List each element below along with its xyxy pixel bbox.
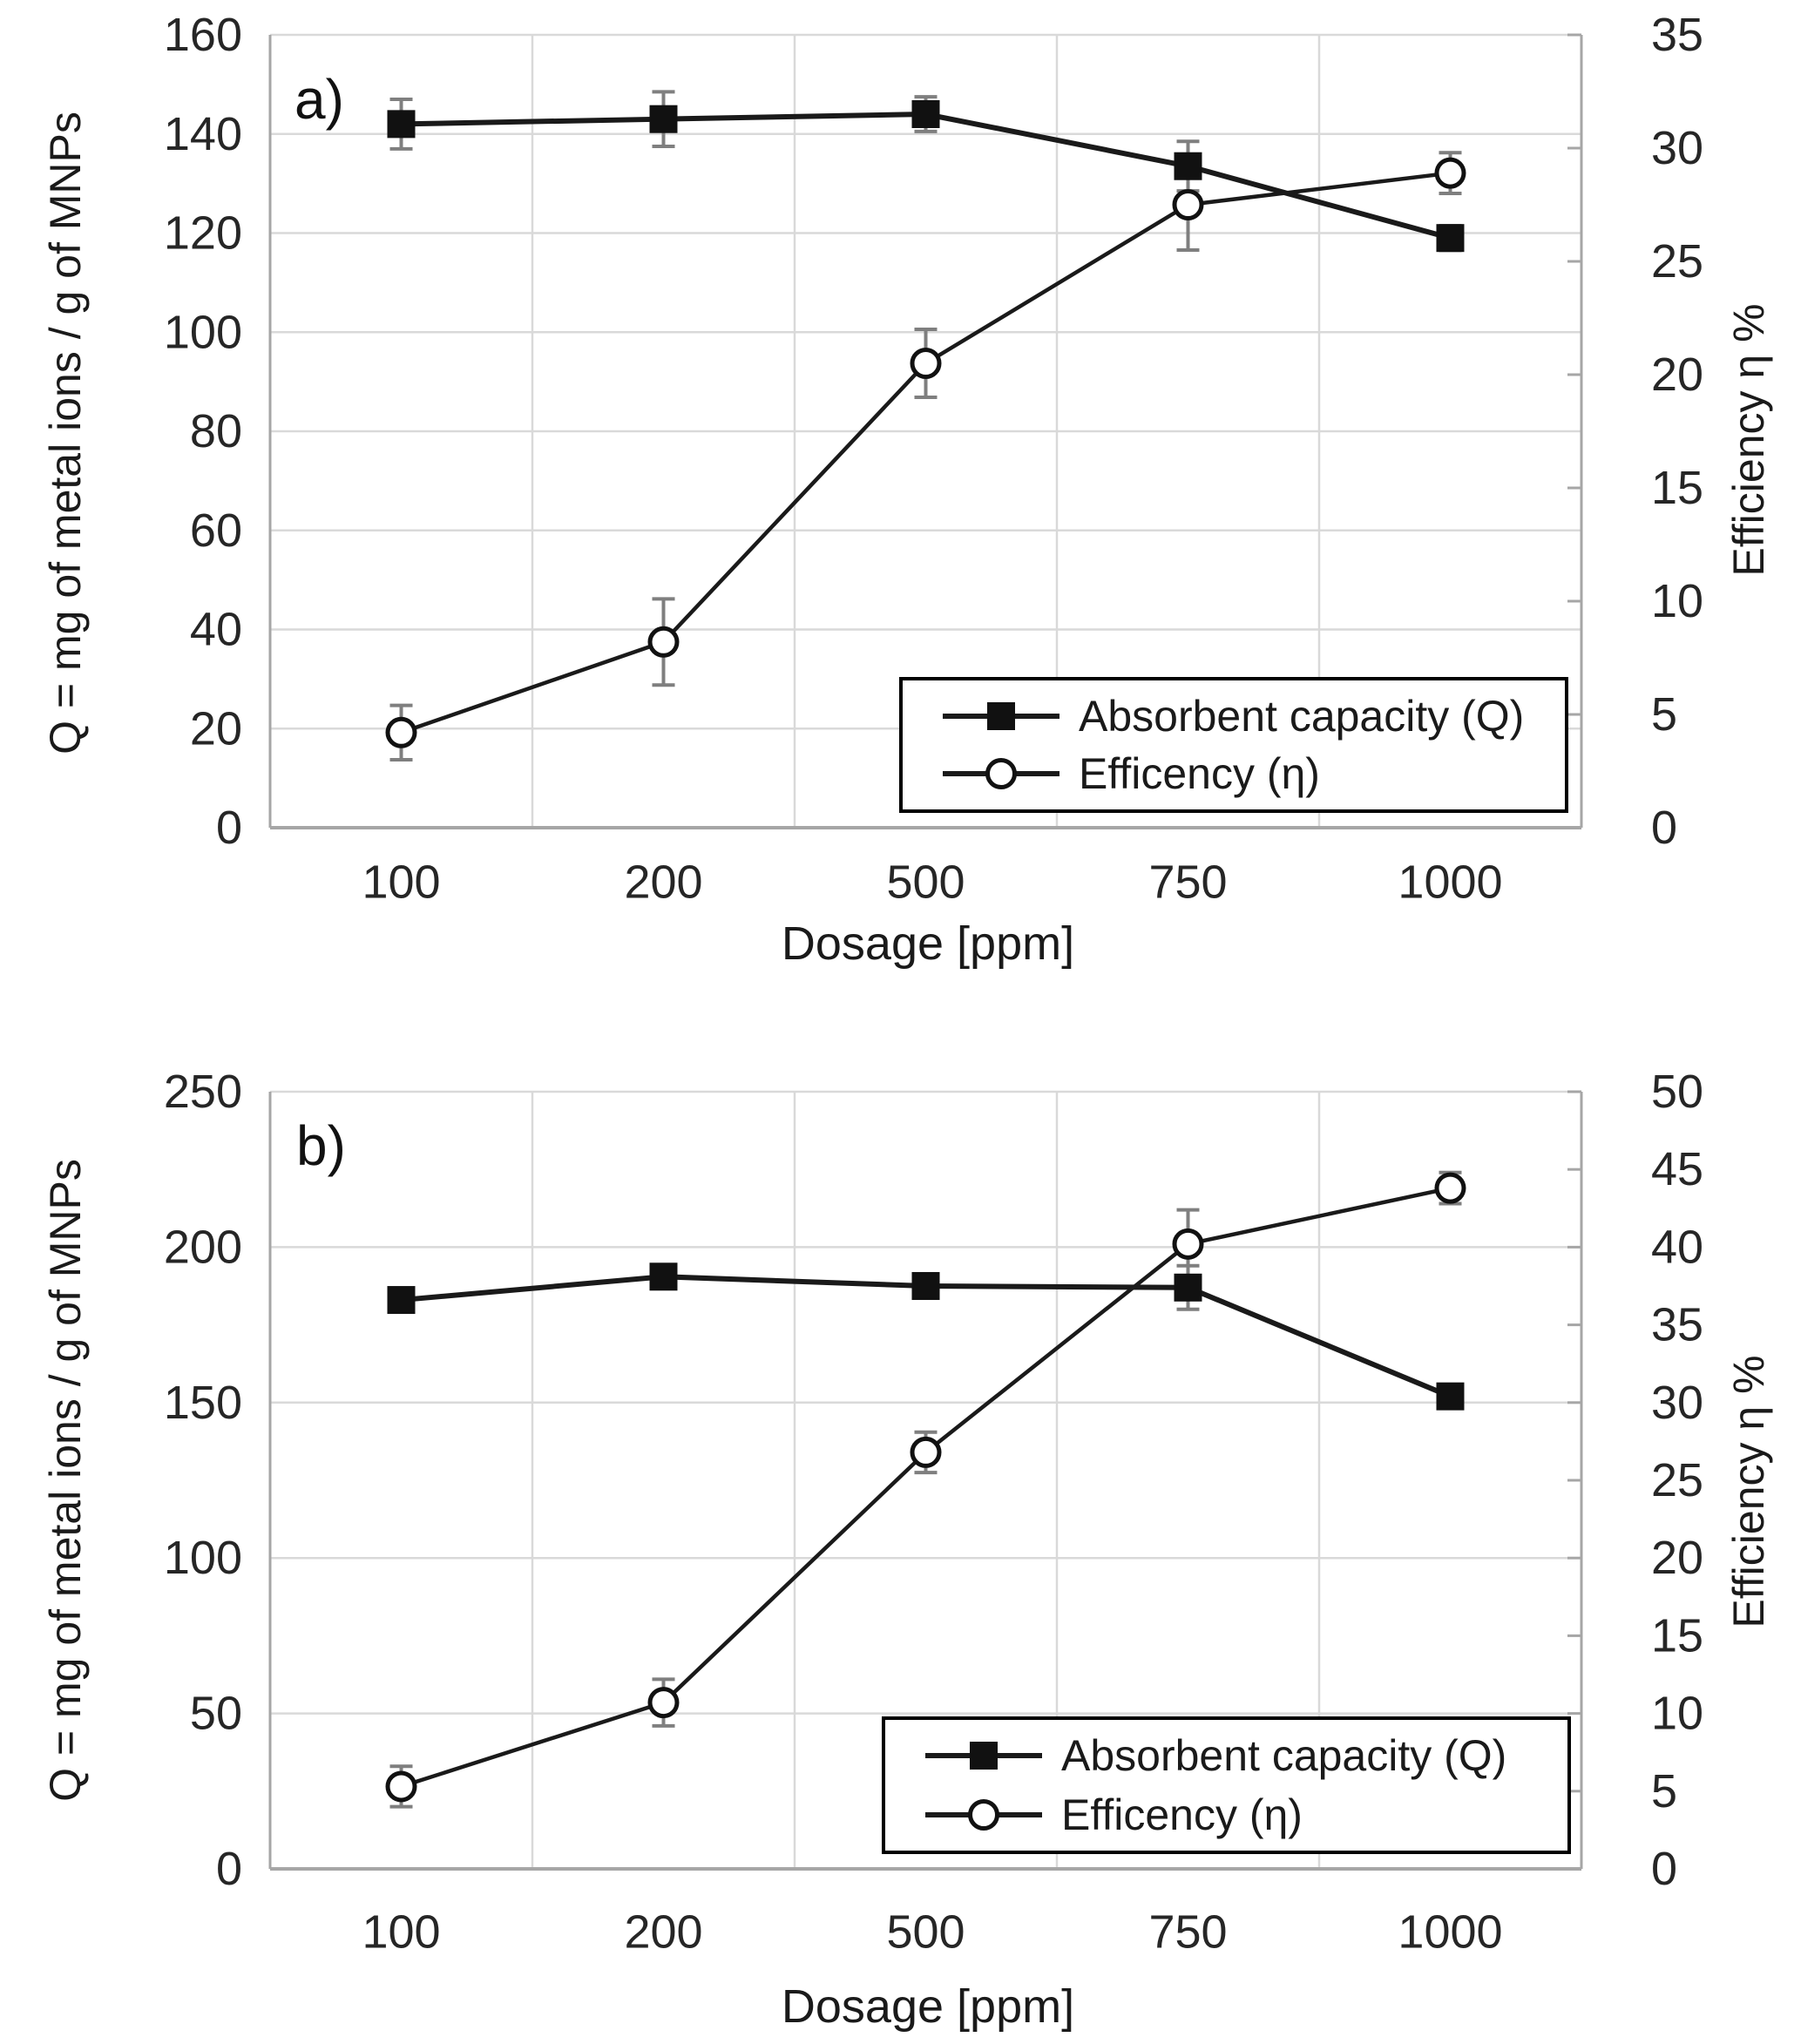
chart-b-left-axis-title: Q = mg of metal ions / g of MNPs [41, 1159, 90, 1802]
x-axis-tick-label: 750 [1148, 1905, 1227, 1958]
legend-label-absorbent-capacity: Absorbent capacity (Q) [1079, 691, 1525, 741]
marker-filled-square [1436, 224, 1465, 253]
marker-open-circle [1434, 157, 1466, 189]
legend-label-efficency: Efficency (η) [1079, 749, 1320, 799]
left-axis-tick-label: 100 [164, 1532, 242, 1584]
left-axis-tick-label: 0 [216, 1843, 242, 1895]
marker-open-circle [1172, 189, 1204, 220]
right-axis-tick-label: 30 [1651, 122, 1703, 174]
x-axis-tick-label: 500 [886, 856, 965, 908]
right-axis-tick-label: 35 [1651, 9, 1703, 61]
legend-marker-square-icon [925, 1742, 1042, 1770]
left-axis-tick-label: 50 [190, 1688, 242, 1740]
right-axis-tick-label: 35 [1651, 1299, 1703, 1351]
x-axis-tick-label: 200 [624, 856, 702, 908]
chart-b-legend-item-efficency: Efficency (η) [918, 1787, 1559, 1843]
marker-filled-square [1174, 1273, 1202, 1302]
legend-marker-circle-icon [925, 1798, 1042, 1831]
marker-filled-square [649, 1262, 678, 1291]
panel-label-b: b) [296, 1114, 346, 1177]
panel-label-a: a) [294, 68, 344, 131]
marker-filled-square [649, 105, 678, 133]
legend-marker-circle-icon [943, 758, 1059, 790]
chart-a-left-axis-title: Q = mg of metal ions / g of MNPs [41, 112, 90, 755]
x-axis-tick-label: 500 [886, 1905, 965, 1958]
chart-a-x-axis-title: Dosage [ppm] [781, 917, 1075, 970]
right-axis-tick-label: 15 [1651, 462, 1703, 514]
right-axis-tick-label: 45 [1651, 1143, 1703, 1195]
marker-open-circle [647, 626, 680, 658]
marker-open-circle [1434, 1172, 1466, 1204]
right-axis-tick-label: 15 [1651, 1609, 1703, 1662]
series-line-open-circle [400, 171, 1451, 734]
right-axis-tick-label: 25 [1651, 235, 1703, 288]
marker-open-circle [910, 348, 942, 379]
marker-open-circle [910, 1436, 942, 1468]
left-axis-tick-label: 150 [164, 1377, 242, 1429]
marker-open-circle [1172, 1228, 1204, 1260]
marker-filled-square [1174, 152, 1202, 180]
x-axis-tick-label: 100 [362, 856, 440, 908]
chart-a-legend-item-efficency: Efficency (η) [936, 746, 1556, 802]
left-axis-tick-label: 120 [164, 207, 242, 260]
right-axis-tick-label: 10 [1651, 1688, 1703, 1740]
chart-b-legend: Absorbent capacity (Q) Efficency (η) [882, 1716, 1571, 1854]
marker-filled-square [911, 100, 940, 128]
left-axis-tick-label: 0 [216, 802, 242, 854]
marker-open-circle [385, 1770, 417, 1803]
right-axis-tick-label: 5 [1651, 1765, 1677, 1817]
x-axis-tick-label: 1000 [1398, 856, 1502, 908]
left-axis-tick-label: 60 [190, 504, 242, 557]
right-axis-tick-label: 20 [1651, 349, 1703, 401]
legend-marker-square-icon [943, 701, 1059, 730]
left-axis-tick-label: 140 [164, 108, 242, 160]
marker-filled-square [387, 110, 416, 139]
left-axis-tick-label: 200 [164, 1221, 242, 1273]
chart-a-right-axis-title: Efficiency η % [1724, 303, 1773, 577]
left-axis-tick-label: 160 [164, 9, 242, 61]
legend-label-absorbent-capacity: Absorbent capacity (Q) [1061, 1731, 1507, 1781]
marker-filled-square [1436, 1382, 1465, 1411]
left-axis-tick-label: 80 [190, 405, 242, 457]
left-axis-tick-label: 20 [190, 702, 242, 755]
chart-a-legend: Absorbent capacity (Q) Efficency (η) [899, 677, 1568, 813]
right-axis-tick-label: 25 [1651, 1454, 1703, 1506]
right-axis-tick-label: 0 [1651, 1843, 1677, 1895]
left-axis-tick-label: 40 [190, 604, 242, 656]
right-axis-tick-label: 50 [1651, 1066, 1703, 1118]
legend-label-efficency: Efficency (η) [1061, 1790, 1303, 1839]
chart-b-legend-item-absorbent-capacity: Absorbent capacity (Q) [918, 1728, 1559, 1783]
x-axis-tick-label: 200 [624, 1905, 702, 1958]
x-axis-tick-label: 100 [362, 1905, 440, 1958]
right-axis-tick-label: 20 [1651, 1532, 1703, 1584]
left-axis-tick-label: 100 [164, 306, 242, 358]
chart-b-right-axis-title: Efficiency η % [1724, 1355, 1773, 1628]
right-axis-tick-label: 30 [1651, 1377, 1703, 1429]
right-axis-tick-label: 0 [1651, 802, 1677, 854]
x-axis-tick-label: 750 [1148, 856, 1227, 908]
left-axis-tick-label: 250 [164, 1066, 242, 1118]
chart-a-legend-item-absorbent-capacity: Absorbent capacity (Q) [936, 688, 1556, 744]
marker-filled-square [387, 1286, 416, 1315]
marker-open-circle [647, 1687, 680, 1719]
marker-filled-square [911, 1272, 940, 1300]
chart-b-x-axis-title: Dosage [ppm] [781, 1980, 1075, 2033]
marker-open-circle [385, 716, 417, 748]
right-axis-tick-label: 40 [1651, 1221, 1703, 1273]
right-axis-tick-label: 5 [1651, 688, 1677, 741]
x-axis-tick-label: 1000 [1398, 1905, 1502, 1958]
right-axis-tick-label: 10 [1651, 575, 1703, 627]
